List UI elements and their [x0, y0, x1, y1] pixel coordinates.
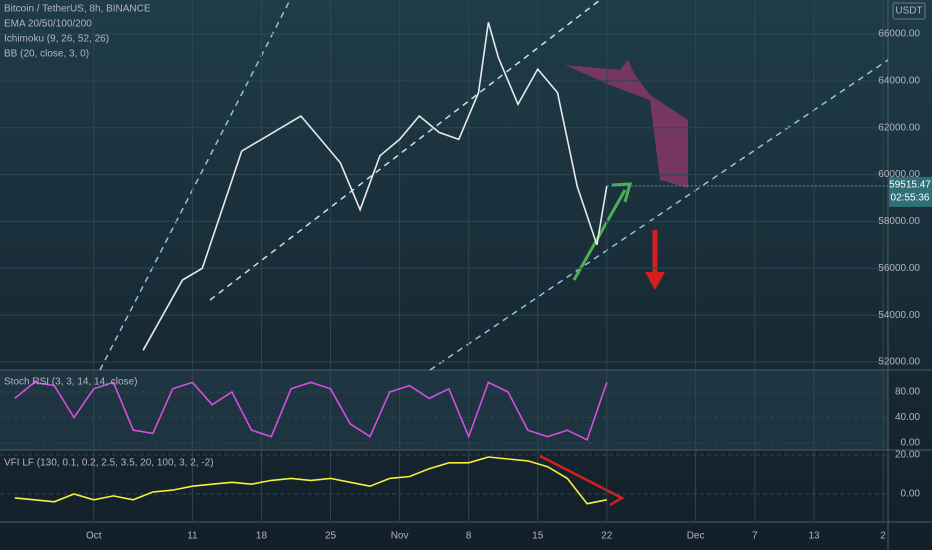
y-tick-label: 0.00: [901, 438, 921, 449]
x-tick-label: 13: [808, 531, 820, 542]
x-tick-label: Dec: [687, 531, 705, 542]
x-tick-label: 18: [256, 531, 268, 542]
currency-badge[interactable]: [892, 2, 926, 20]
x-tick-label: 15: [532, 531, 544, 542]
y-tick-label: 80.00: [895, 387, 920, 398]
y-tick-label: 58000.00: [878, 216, 920, 227]
x-tick-label: Nov: [391, 531, 409, 542]
x-tick-label: 8: [466, 531, 472, 542]
x-tick-label: 25: [325, 531, 337, 542]
indicator-label: VFI LF (130, 0.1, 0.2, 2.5, 3.5, 20, 100…: [4, 458, 214, 469]
vfi-arrow-head: [605, 488, 625, 507]
indicator-label: EMA 20/50/100/200: [4, 19, 92, 30]
last-price-badge: [889, 176, 932, 207]
last-price-label: 59515.47: [889, 180, 931, 191]
y-tick-label: 62000.00: [878, 122, 920, 133]
plot-area: [0, 0, 889, 522]
indicator-label: Ichimoku (9, 26, 52, 26): [4, 34, 109, 45]
y-tick-label: 56000.00: [878, 263, 920, 274]
chart-title: Bitcoin / TetherUS, 8h, BINANCE: [4, 4, 151, 15]
down-arrow-head: [645, 272, 665, 290]
cloud: [565, 60, 688, 188]
data-line: [142, 22, 608, 351]
trend-channel: [429, 59, 889, 371]
trend-channel: [209, 0, 601, 301]
y-tick-label: 66000.00: [878, 29, 920, 40]
y-tick-label: 0.00: [901, 489, 921, 500]
currency-label[interactable]: USDT: [895, 6, 922, 17]
x-tick-label: 2: [880, 531, 886, 542]
x-tick-label: 22: [601, 531, 613, 542]
x-tick-label: 11: [187, 531, 198, 542]
trend-channel: [99, 0, 291, 371]
stoch-panel: [0, 370, 888, 450]
data-line: [14, 456, 607, 505]
y-tick-label: 40.00: [895, 412, 920, 423]
x-tick-label: Oct: [86, 531, 102, 542]
indicator-label: Stoch RSI (3, 3, 14, 14, close): [4, 377, 137, 388]
countdown-label: 02:55:36: [891, 193, 930, 204]
y-tick-label: 60000.00: [878, 169, 920, 180]
data-line: [14, 381, 608, 441]
indicator-label: BB (20, close, 3, 0): [4, 49, 89, 60]
y-tick-label: 20.00: [895, 450, 920, 461]
x-tick-label: 7: [752, 531, 758, 542]
up-arrow-head: [611, 182, 633, 203]
y-tick-label: 52000.00: [878, 357, 920, 368]
up-arrow: [572, 189, 627, 281]
y-tick-label: 54000.00: [878, 310, 920, 321]
y-tick-label: 64000.00: [878, 75, 920, 86]
